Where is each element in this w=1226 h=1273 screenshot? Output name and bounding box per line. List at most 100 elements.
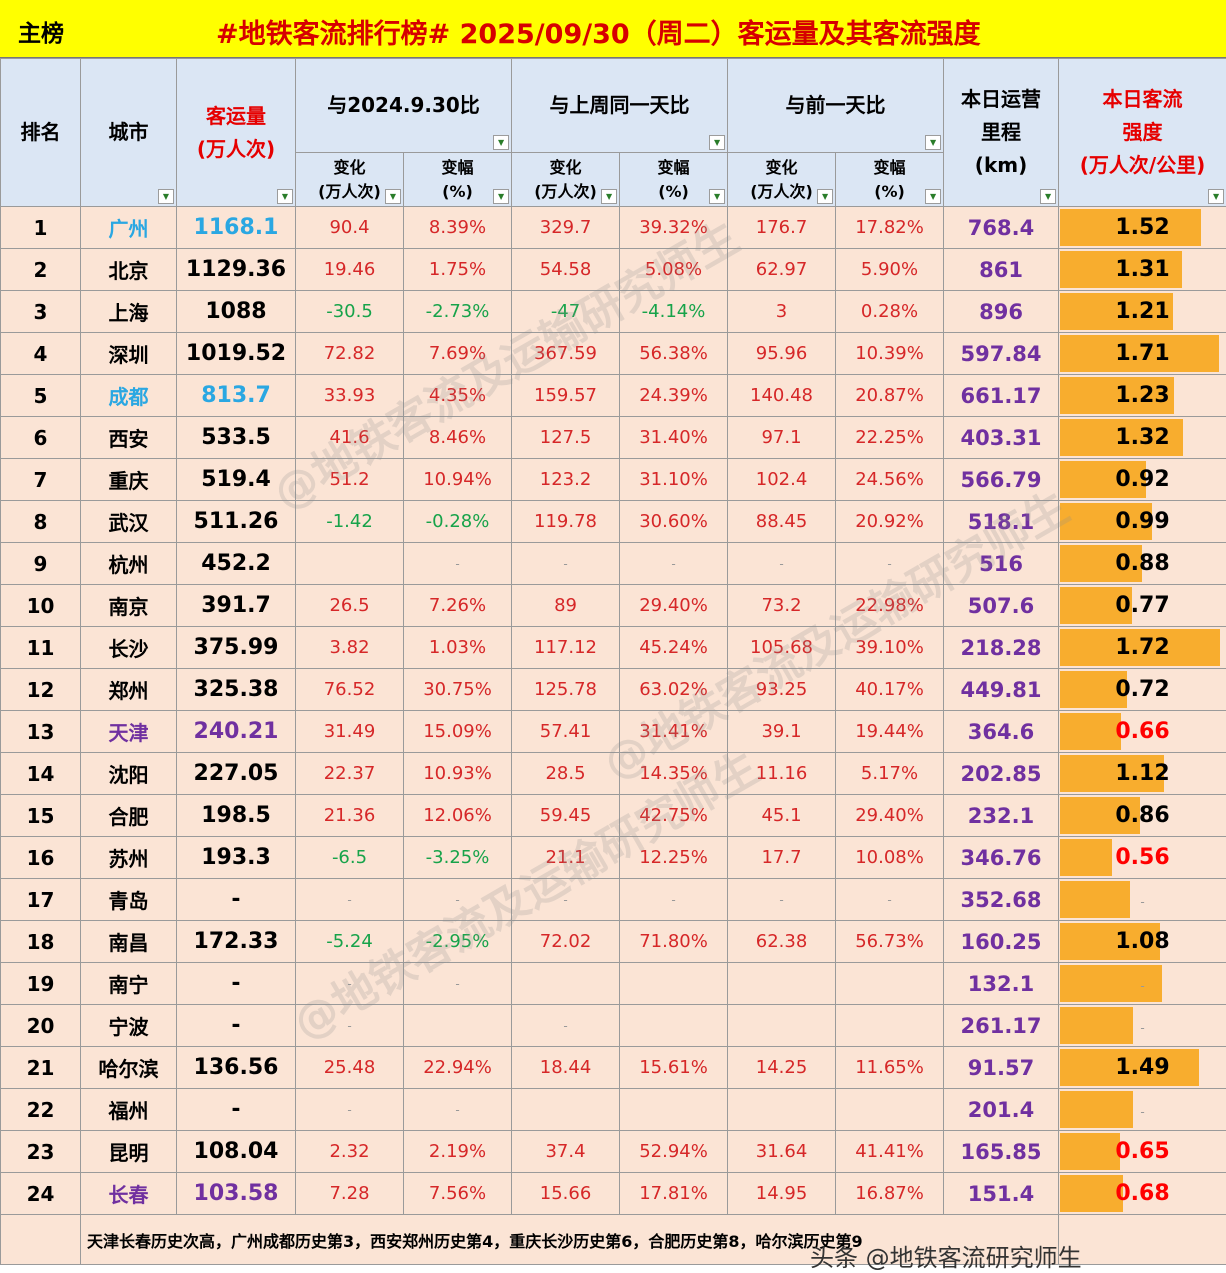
dod-pct-cell: 22.25%	[836, 417, 944, 459]
subheader-label: 变化	[333, 158, 365, 177]
subheader-dod-pct[interactable]: 变幅 (%) ▼	[836, 153, 944, 207]
subheader-unit: (%)	[874, 182, 905, 201]
dod-pct-cell: 5.17%	[836, 753, 944, 795]
intensity-value: -	[1140, 895, 1144, 909]
km-cell: 661.17	[944, 375, 1059, 417]
dod-pct-cell: 10.08%	[836, 837, 944, 879]
dod-change-cell	[728, 963, 836, 1005]
header-dod[interactable]: 与前一天比 ▼	[728, 59, 944, 153]
intensity-value: 0.77	[1115, 593, 1169, 618]
wow-change-cell: 119.78	[512, 501, 620, 543]
dod-change-cell: 97.1	[728, 417, 836, 459]
yoy-change-cell: 25.48	[296, 1047, 404, 1089]
km-cell: 566.79	[944, 459, 1059, 501]
dod-change-cell: -	[728, 879, 836, 921]
wow-pct-cell: -4.14%	[620, 291, 728, 333]
header-yoy-label: 与2024.9.30比	[327, 93, 480, 117]
intensity-bar	[1060, 713, 1121, 750]
intensity-cell: 1.31	[1059, 249, 1226, 291]
km-cell: 516	[944, 543, 1059, 585]
intensity-cell: 0.86	[1059, 795, 1226, 837]
wow-pct-cell	[620, 963, 728, 1005]
rank-cell: 10	[1, 585, 81, 627]
subheader-wow-change[interactable]: 变化(万人次)▼	[512, 153, 620, 207]
header-intensity[interactable]: 本日客流 强度 (万人次/公里) ▼	[1059, 59, 1226, 207]
volume-cell: 511.26	[177, 501, 296, 543]
filter-dropdown-icon[interactable]: ▼	[925, 189, 941, 204]
subheader-dod-change[interactable]: 变化(万人次)▼	[728, 153, 836, 207]
wow-pct-cell: 56.38%	[620, 333, 728, 375]
filter-dropdown-icon[interactable]: ▼	[601, 189, 617, 204]
filter-dropdown-icon[interactable]: ▼	[1040, 189, 1056, 204]
filter-dropdown-icon[interactable]: ▼	[385, 189, 401, 204]
dod-change-cell: 17.7	[728, 837, 836, 879]
intensity-value: -	[1140, 979, 1144, 993]
filter-dropdown-icon[interactable]: ▼	[1208, 189, 1224, 204]
yoy-pct-cell: 4.35%	[404, 375, 512, 417]
volume-cell: 198.5	[177, 795, 296, 837]
subheader-wow-pct[interactable]: 变幅(%)▼	[620, 153, 728, 207]
filter-dropdown-icon[interactable]: ▼	[158, 189, 174, 204]
filter-dropdown-icon[interactable]: ▼	[493, 189, 509, 204]
filter-dropdown-icon[interactable]: ▼	[277, 189, 293, 204]
volume-cell: 240.21	[177, 711, 296, 753]
yoy-change-cell: 31.49	[296, 711, 404, 753]
rank-cell: 1	[1, 207, 81, 249]
yoy-change-cell: 7.28	[296, 1173, 404, 1215]
dod-change-cell: 102.4	[728, 459, 836, 501]
rank-cell: 16	[1, 837, 81, 879]
dod-change-cell: 176.7	[728, 207, 836, 249]
wow-pct-cell: 24.39%	[620, 375, 728, 417]
yoy-pct-cell: 7.56%	[404, 1173, 512, 1215]
rank-cell: 18	[1, 921, 81, 963]
yoy-change-cell: -	[296, 963, 404, 1005]
subheader-yoy-pct[interactable]: 变幅(%)▼	[404, 153, 512, 207]
wow-change-cell: 18.44	[512, 1047, 620, 1089]
intensity-bar	[1060, 965, 1162, 1002]
rank-cell: 15	[1, 795, 81, 837]
header-rank[interactable]: 排名	[1, 59, 81, 207]
header-wow[interactable]: 与上周同一天比 ▼	[512, 59, 728, 153]
subheader-label: 变幅	[874, 158, 906, 177]
yoy-change-cell	[296, 543, 404, 585]
yoy-pct-cell: 10.94%	[404, 459, 512, 501]
wow-change-cell: -	[512, 879, 620, 921]
header-yoy[interactable]: 与2024.9.30比 ▼	[296, 59, 512, 153]
volume-cell: -	[177, 963, 296, 1005]
wow-change-cell	[512, 963, 620, 1005]
dod-change-cell: 88.45	[728, 501, 836, 543]
km-cell: 165.85	[944, 1131, 1059, 1173]
header-city[interactable]: 城市 ▼	[81, 59, 177, 207]
volume-cell: -	[177, 1005, 296, 1047]
filter-dropdown-icon[interactable]: ▼	[709, 189, 725, 204]
intensity-value: 0.65	[1115, 1139, 1169, 1164]
wow-change-cell: 28.5	[512, 753, 620, 795]
wow-pct-cell: 39.32%	[620, 207, 728, 249]
filter-dropdown-icon[interactable]: ▼	[709, 135, 725, 150]
intensity-cell: 1.72	[1059, 627, 1226, 669]
rank-cell: 21	[1, 1047, 81, 1089]
intensity-value: 1.08	[1115, 929, 1169, 954]
city-cell: 哈尔滨	[81, 1047, 177, 1089]
intensity-value: 1.32	[1115, 425, 1169, 450]
wow-pct-cell: 30.60%	[620, 501, 728, 543]
city-cell: 深圳	[81, 333, 177, 375]
header-km-unit: (km)	[975, 153, 1027, 177]
filter-dropdown-icon[interactable]: ▼	[493, 135, 509, 150]
header-km[interactable]: 本日运营 里程 (km) ▼	[944, 59, 1059, 207]
filter-dropdown-icon[interactable]: ▼	[817, 189, 833, 204]
intensity-value: 1.49	[1115, 1055, 1169, 1080]
header-volume[interactable]: 客运量 (万人次) ▼	[177, 59, 296, 207]
wow-pct-cell: 5.08%	[620, 249, 728, 291]
yoy-change-cell: -30.5	[296, 291, 404, 333]
subheader-yoy-change[interactable]: 变化(万人次)▼	[296, 153, 404, 207]
city-cell: 福州	[81, 1089, 177, 1131]
filter-dropdown-icon[interactable]: ▼	[925, 135, 941, 150]
wow-change-cell: 21.1	[512, 837, 620, 879]
